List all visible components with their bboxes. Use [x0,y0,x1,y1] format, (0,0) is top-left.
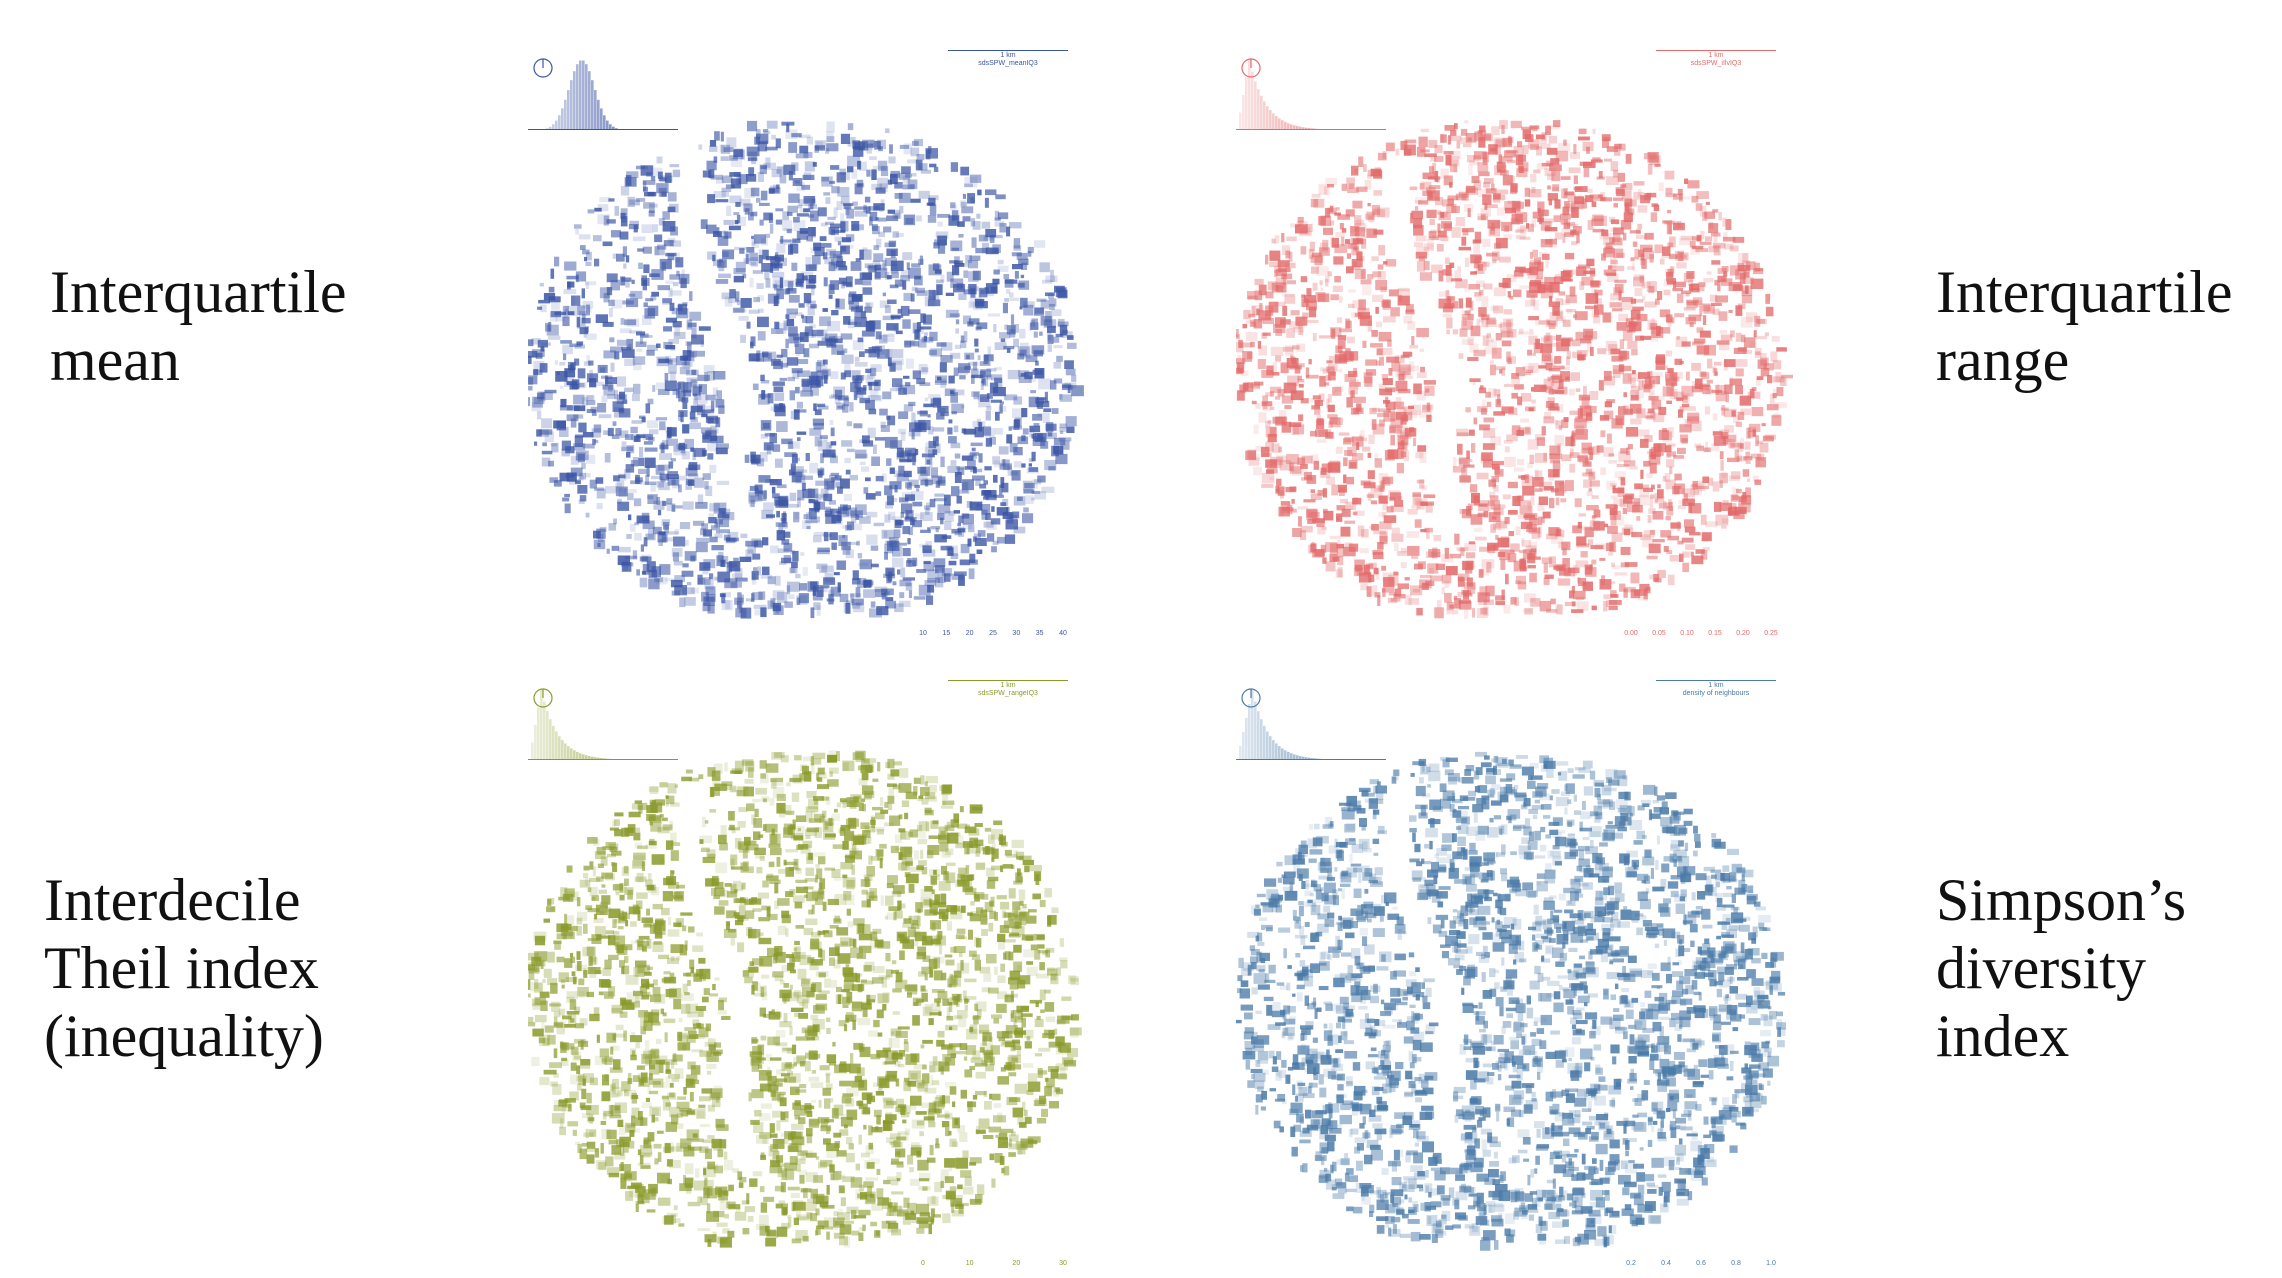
legend-tick-label: 35 [1035,630,1044,637]
label-line: diversity [1936,935,2146,1001]
map-panel-interquartile-mean: 1 km sdsSPW_meanIQ3 10 15 20 25 30 35 40 [528,50,1088,640]
legend-histogram [1236,60,1386,130]
scale-bar: 1 km density of neighbours [1656,680,1776,698]
scale-bar-label: 1 km [1708,52,1724,59]
legend-tick-label: 0.00 [1624,630,1638,637]
legend-tick-label: 10 [919,630,927,637]
label-line: Interquartile [50,259,347,325]
label-line: Interquartile [1936,259,2233,325]
scale-bar-line [948,50,1068,51]
label-line: mean [50,327,180,393]
city-map [528,750,1082,1248]
north-arrow-icon [1241,688,1261,708]
legend-tick-label: 20 [965,630,974,637]
legend-tick-label: 40 [1059,630,1067,637]
scale-bar-line [948,680,1068,681]
legend-ticks: 10 15 20 25 30 35 40 [918,630,1068,640]
north-arrow-icon [1241,58,1261,78]
legend-histogram [528,690,678,760]
legend-tick-label: 0.10 [1680,630,1694,637]
legend-title: sdsSPW_meanIQ3 [978,60,1038,67]
legend-ticks: 0.2 0.4 0.6 0.8 1.0 [1626,1260,1776,1270]
legend-tick-label: 0.8 [1731,1260,1741,1267]
legend-ticks: 0 10 20 30 [918,1260,1068,1270]
city-map [1236,120,1793,619]
map-panel-simpson-index: 1 km density of neighbours 0.2 0.4 0.6 0.8 1.0 [1236,680,1796,1270]
legend-tick-label: 0.2 [1626,1260,1636,1267]
scale-bar: 1 km sdsSPW_iIlvIQ3 [1656,50,1776,68]
scale-bar-label: 1 km [1708,682,1724,689]
legend-tick-label: 20 [1012,1260,1021,1267]
legend-tick-label: 0.15 [1708,630,1722,637]
scale-bar-label: 1 km [1000,52,1016,59]
legend-title: sdsSPW_rangeIQ3 [978,690,1038,697]
legend-tick-label: 0.4 [1661,1260,1671,1267]
legend-title: sdsSPW_iIlvIQ3 [1690,60,1742,67]
label-interquartile-mean: Interquartile mean [50,258,347,394]
legend-tick-label: 15 [942,630,951,637]
label-line: index [1936,1003,2070,1069]
label-line: Interdecile [44,867,301,933]
scale-bar-line [1656,680,1776,681]
city-map [528,120,1084,619]
legend-tick-label: 1.0 [1766,1260,1776,1267]
legend-tick-label: 30 [1012,630,1021,637]
label-interdecile-theil: Interdecile Theil index (inequality) [44,866,324,1070]
label-simpson-diversity: Simpson’s diversity index [1936,866,2186,1070]
legend-tick-label: 0.6 [1696,1260,1706,1267]
map-panel-interquartile-range: 1 km sdsSPW_iIlvIQ3 0.00 0.05 0.10 0.15 0.20 0.… [1236,50,1796,640]
label-line: (inequality) [44,1003,324,1069]
legend-histogram [528,60,678,130]
legend-title: density of neighbours [1682,690,1750,697]
scale-bar-label: 1 km [1000,682,1016,689]
label-line: Simpson’s [1936,867,2187,933]
legend-tick-label: 25 [989,630,997,637]
legend-ticks: 0.00 0.05 0.10 0.15 0.20 0.25 [1624,630,1778,640]
north-arrow-icon [533,688,553,708]
scale-bar: 1 km sdsSPW_rangeIQ3 [948,680,1068,698]
label-line: Theil index [44,935,319,1001]
legend-tick-label: 30 [1059,1260,1067,1267]
legend-tick-label: 0 [921,1260,925,1267]
north-arrow-icon [533,58,553,78]
legend-tick-label: 0.05 [1652,630,1666,637]
label-interquartile-range: Interquartile range [1936,258,2233,394]
city-map [1236,751,1786,1251]
label-line: range [1936,327,2070,393]
legend-histogram [1236,690,1386,760]
scale-bar: 1 km sdsSPW_meanIQ3 [948,50,1068,68]
map-panel-theil-index: 1 km sdsSPW_rangeIQ3 0 10 20 30 [528,680,1088,1270]
legend-tick-label: 10 [965,1260,974,1267]
scale-bar-line [1656,50,1776,51]
legend-tick-label: 0.25 [1764,630,1778,637]
legend-tick-label: 0.20 [1736,630,1750,637]
